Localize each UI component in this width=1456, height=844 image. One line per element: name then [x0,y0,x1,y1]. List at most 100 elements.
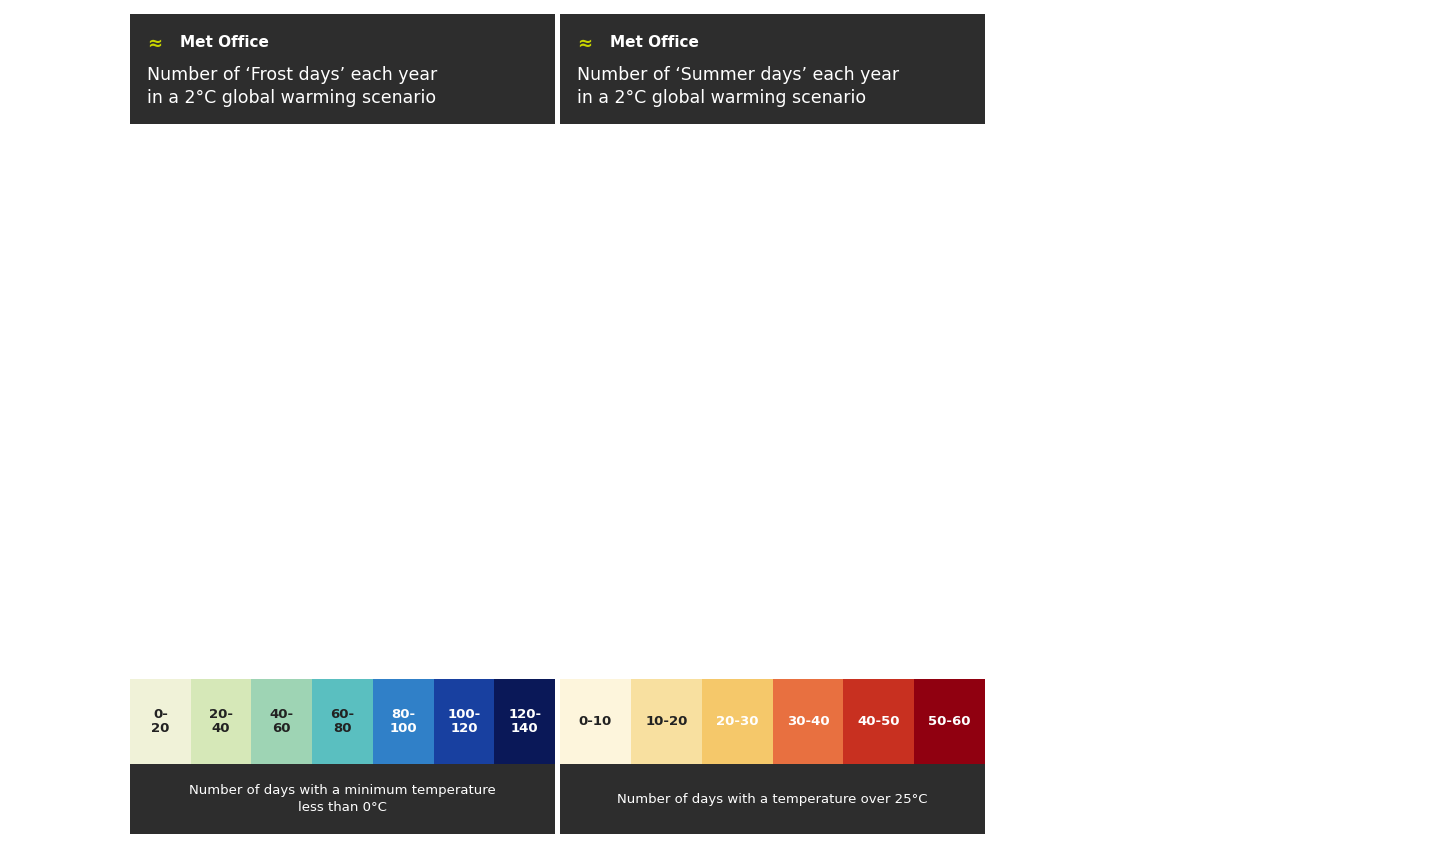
Bar [904,577,919,596]
Text: ≈: ≈ [578,35,593,53]
Bar [312,327,326,346]
Polygon shape [223,235,444,430]
Bar [874,577,890,596]
Bar [278,300,293,318]
Text: 0-10: 0-10 [579,715,612,728]
Bar [370,420,384,439]
Text: Birmingham: Birmingham [357,538,390,544]
Text: fast: fast [328,491,338,496]
Bar [719,555,734,572]
Text: Bristol: Bristol [769,588,786,593]
Bar [418,531,432,549]
Bar [293,337,307,355]
Bar [381,494,396,512]
Bar [833,568,849,587]
Bar [842,587,856,605]
Bar [823,555,837,572]
Bar [363,484,377,503]
Bar [852,596,866,614]
Text: Douglas: Douglas [266,462,290,467]
Text: 50-60: 50-60 [929,715,971,728]
Bar [400,577,415,596]
Bar [307,365,322,383]
Text: 30-40: 30-40 [786,715,830,728]
Bar [911,596,926,614]
Bar [842,577,856,596]
Text: Newcastle
on Tyne: Newcastle on Tyne [801,420,828,431]
Bar [664,564,678,582]
Text: Belfast: Belfast [217,441,236,446]
Bar [381,508,396,527]
Bar [300,309,314,327]
Text: 20-30: 20-30 [716,715,759,728]
Text: 100-
120: 100- 120 [447,707,480,735]
Bar [863,605,878,624]
Bar [288,577,304,596]
Bar [355,392,370,411]
Text: Dublin: Dublin [204,500,221,505]
Bar [304,327,319,346]
Bar [700,577,715,596]
Bar [293,346,307,365]
Bar [322,318,336,337]
Bar [370,466,384,484]
Bar [874,568,890,587]
Bar [326,374,341,392]
Bar [866,559,881,577]
Text: Douglas: Douglas [376,491,395,496]
Bar [849,508,863,527]
Bar [281,318,297,337]
Bar [300,300,314,318]
Text: Glasgow: Glasgow [715,376,738,381]
Bar [363,564,377,582]
Bar [830,577,844,596]
Text: Leeds: Leeds [380,478,396,483]
Bar [874,596,890,614]
Bar [370,402,384,420]
Bar [842,559,856,577]
Bar [345,392,360,411]
Bar [326,355,341,374]
Bar [363,466,377,484]
Bar [307,564,322,582]
Text: Number of days with a minimum temperature
less than 0°C: Number of days with a minimum temperatur… [189,784,496,814]
Bar [381,531,396,549]
Bar [304,337,319,355]
Bar [345,508,360,527]
Bar [297,355,312,374]
Bar [863,596,878,614]
Bar [307,355,322,374]
Bar [437,577,451,596]
Text: SCOTLAND: SCOTLAND [700,283,738,289]
Bar [288,337,304,355]
Bar [363,402,377,420]
Text: Glasgow: Glasgow [284,376,309,381]
Bar [863,568,878,587]
Text: Number of ‘Summer days’ each year
in a 2°C global warming scenario: Number of ‘Summer days’ each year in a 2… [578,67,900,107]
Bar [293,318,307,337]
Bar [271,564,285,582]
Polygon shape [149,415,240,471]
Text: London: London [863,584,884,589]
Bar [885,587,900,605]
Bar [866,609,881,628]
Bar [418,555,432,572]
Bar [345,355,360,374]
Bar [763,564,778,582]
Bar [281,555,297,572]
Bar [849,609,863,628]
Bar [288,531,304,549]
Text: North
Sea: North Sea [489,300,510,319]
Bar [852,605,866,624]
Bar [852,587,866,605]
Bar [794,577,808,596]
Text: ENGLAND: ENGLAND [782,536,820,544]
Bar [856,559,871,577]
Text: Highlands: Highlands [275,330,303,334]
Bar [400,531,415,549]
Bar [363,555,377,572]
Polygon shape [652,235,874,430]
Bar [823,531,837,549]
Text: Belfast: Belfast [646,441,665,446]
Bar [794,531,808,549]
